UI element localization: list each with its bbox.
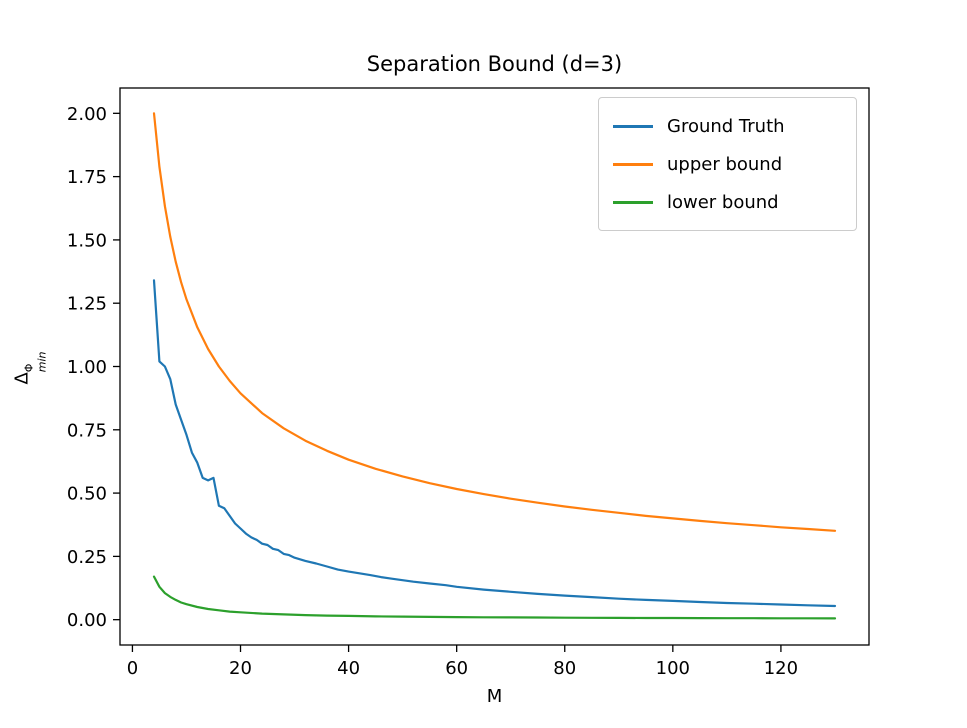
legend-item-ground-truth: Ground Truth: [613, 107, 842, 145]
x-tick-label: 120: [764, 658, 798, 679]
x-axis-label: M: [486, 686, 503, 707]
y-tick-label: 1.50: [67, 230, 107, 251]
legend-item-upper-bound: upper bound: [613, 145, 842, 183]
y-axis-label-superscript: Φ: [22, 363, 36, 373]
legend-line-upper-bound: [613, 162, 653, 166]
x-tick-label: 100: [656, 658, 690, 679]
y-tick-label: 0.50: [67, 484, 107, 505]
y-tick-label: 1.00: [67, 357, 107, 378]
y-tick-label: 1.25: [67, 294, 107, 315]
y-tick-label: 0.25: [67, 547, 107, 568]
legend-label-upper-bound: upper bound: [667, 153, 783, 175]
legend: Ground Truth upper bound lower bound: [598, 97, 857, 231]
series-line-ground-truth: [152, 279, 837, 608]
series-line-upper-bound: [152, 112, 837, 532]
series-line-lower-bound: [152, 575, 837, 620]
x-tick-label: 20: [229, 658, 252, 679]
legend-line-ground-truth: [613, 124, 653, 128]
y-tick-label: 0.75: [67, 420, 107, 441]
legend-item-lower-bound: lower bound: [613, 183, 842, 221]
y-axis-label-subscript: min: [34, 351, 48, 373]
y-tick-label: 2.00: [67, 104, 107, 125]
x-tick-label: 40: [337, 658, 360, 679]
legend-label-lower-bound: lower bound: [667, 191, 779, 213]
x-tick-label: 60: [445, 658, 468, 679]
y-tick-label: 1.75: [67, 167, 107, 188]
legend-label-ground-truth: Ground Truth: [667, 115, 785, 137]
x-tick-label: 80: [553, 658, 576, 679]
y-axis-label-base: Δ: [11, 372, 33, 385]
chart-title: Separation Bound (d=3): [366, 52, 623, 76]
y-tick-label: 0.00: [67, 610, 107, 631]
legend-line-lower-bound: [613, 200, 653, 204]
x-tick-label: 0: [127, 658, 138, 679]
